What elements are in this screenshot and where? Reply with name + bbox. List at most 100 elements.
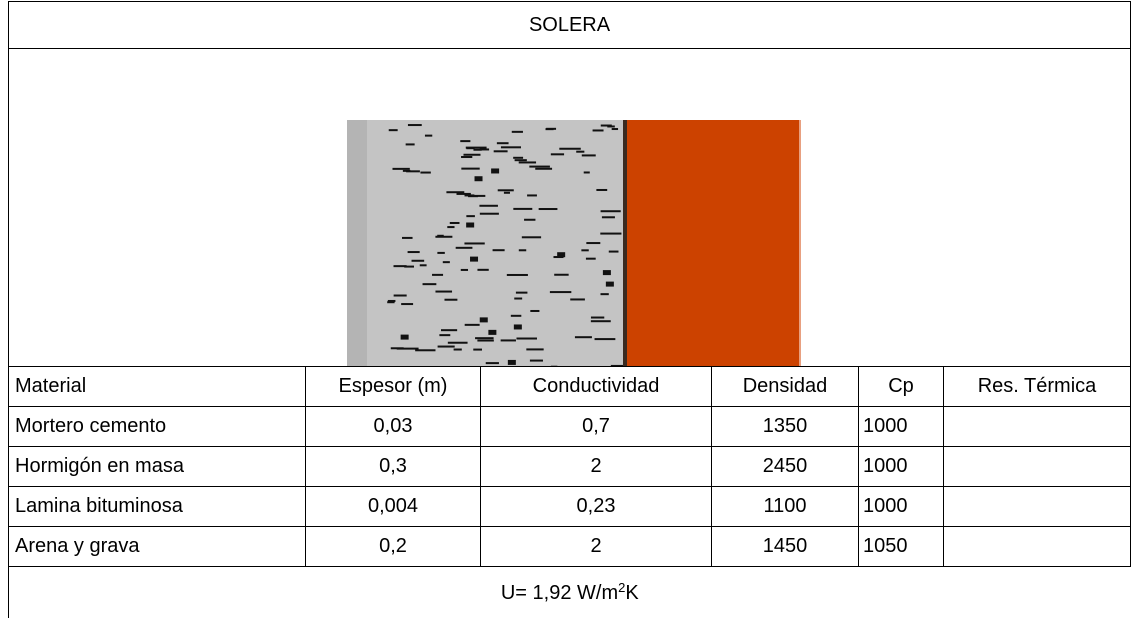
cell: Hormigón en masa — [9, 447, 306, 487]
gravel-dash — [546, 128, 556, 130]
gravel-dash — [513, 157, 523, 159]
gravel-dash — [480, 317, 488, 322]
gravel-dash — [447, 226, 454, 228]
gravel-dash — [609, 251, 619, 253]
gravel-dash — [488, 330, 496, 335]
gravel-dash — [412, 260, 425, 262]
gravel-dash — [539, 208, 558, 210]
gravel-dash — [514, 298, 522, 300]
gravel-dash — [423, 283, 437, 285]
gravel-dash — [473, 349, 482, 351]
gravel-dash — [480, 213, 499, 215]
gravel-dash — [504, 192, 510, 194]
gravel-dash — [593, 129, 604, 131]
gravel-dash — [601, 125, 612, 127]
gravel-dash — [494, 150, 508, 152]
gravel-dash — [514, 324, 522, 329]
gravel-dash — [387, 301, 394, 303]
gravel-dash — [602, 216, 615, 218]
gravel-dash — [596, 189, 607, 191]
gravel-dash — [435, 236, 452, 238]
gravel-dash — [486, 362, 499, 364]
gravel-dash — [415, 349, 435, 351]
cell: Arena y grava — [9, 527, 306, 567]
gravel-dash — [516, 292, 528, 294]
gravel-dash — [439, 334, 450, 336]
gravel-dash — [470, 257, 478, 262]
gravel-dash — [461, 269, 468, 271]
footer: U= 1,92 W/m2K — [9, 567, 1131, 618]
cell: 1000 — [859, 487, 944, 527]
gravel-layer — [347, 120, 623, 367]
gravel-dash — [404, 266, 414, 268]
gravel-dash — [529, 166, 550, 168]
gravel-dash — [519, 249, 526, 251]
cell: 1450 — [712, 527, 859, 567]
gravel-dash — [389, 129, 398, 131]
gravel-dash — [461, 168, 479, 170]
gravel-dash — [527, 194, 537, 196]
cell: 2 — [481, 527, 712, 567]
gravel-dash — [446, 191, 464, 193]
gravel-dash — [581, 249, 588, 251]
gravel-dash — [408, 251, 420, 253]
gravel-dash — [508, 360, 516, 365]
gravel-dash — [450, 222, 460, 224]
cell: Lamina bituminosa — [9, 487, 306, 527]
cell: 1000 — [859, 407, 944, 447]
cell: 0,2 — [306, 527, 481, 567]
header-cell: Espesor (m) — [306, 367, 481, 407]
header-cell: Material — [9, 367, 306, 407]
gravel-dash — [526, 348, 543, 350]
gravel-dash — [466, 222, 474, 227]
gravel-dash — [392, 168, 409, 170]
gravel-dash — [591, 320, 611, 322]
cell: 2450 — [712, 447, 859, 487]
header-cell: Res. Térmica — [944, 367, 1131, 407]
gravel-dash — [479, 205, 498, 207]
gravel-dash — [466, 147, 487, 149]
gravel-dash — [519, 161, 536, 163]
gravel-dash — [595, 338, 616, 340]
image-cell — [9, 49, 1131, 367]
gravel-dash — [551, 153, 564, 155]
gravel-dash — [465, 194, 475, 196]
gravel-dash — [501, 339, 516, 341]
cell: 1000 — [859, 447, 944, 487]
cell: 0,004 — [306, 487, 481, 527]
header-cell: Densidad — [712, 367, 859, 407]
gravel-dash — [391, 347, 404, 349]
gravel-dash — [557, 252, 565, 257]
gravel-dash — [394, 295, 407, 297]
gravel-dash — [612, 128, 618, 130]
gravel-dash — [437, 252, 444, 254]
footer-row: U= 1,92 W/m2K — [9, 567, 1131, 618]
gravel-dash — [401, 303, 413, 305]
title-row: SOLERA — [9, 2, 1131, 49]
concrete-edge — [799, 120, 801, 367]
gravel-dash — [586, 242, 600, 244]
gravel-dash — [448, 342, 468, 344]
image-row — [9, 49, 1131, 367]
gravel-dash — [512, 131, 523, 133]
gravel-dash — [443, 261, 450, 263]
cell — [944, 487, 1131, 527]
gravel-dash — [456, 247, 473, 249]
gravel-dash — [584, 171, 590, 173]
gravel-dash — [606, 282, 614, 287]
gravel-dash — [501, 146, 521, 148]
gravel-dash — [425, 135, 432, 137]
cell: 0,7 — [481, 407, 712, 447]
gravel-dash — [461, 156, 472, 158]
cell — [944, 447, 1131, 487]
gravel-dash — [444, 299, 457, 301]
gravel-dash — [515, 159, 527, 161]
gravel-dash — [524, 219, 535, 221]
gravel-dash — [570, 298, 585, 300]
gravel-dash — [465, 324, 480, 326]
